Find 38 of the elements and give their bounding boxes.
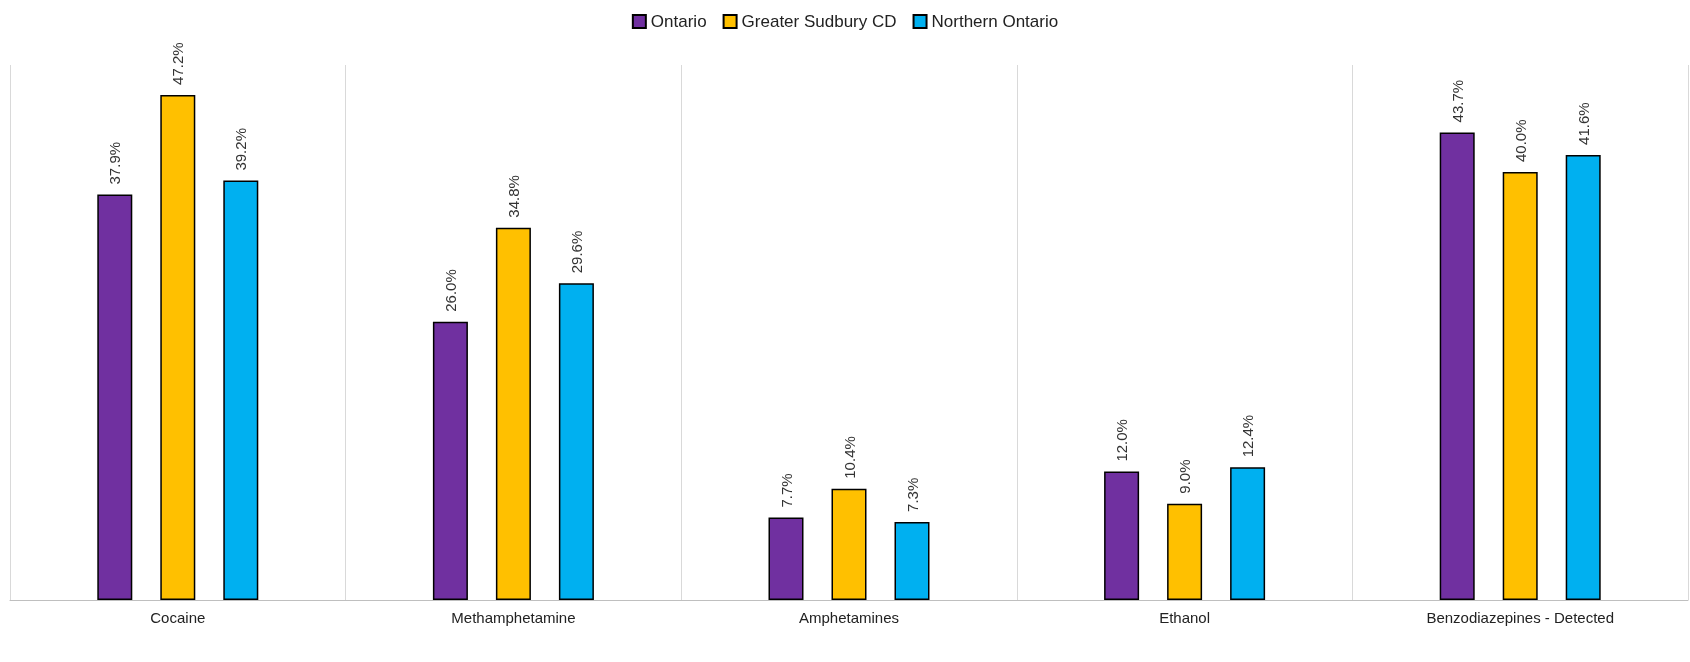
x-tick-label: Amphetamines [798,609,900,626]
bar [1502,172,1538,600]
bar [1230,467,1266,600]
data-label: 47.2% [169,42,187,85]
data-label: 34.8% [504,175,522,218]
bar [160,94,196,600]
bar [1565,154,1601,600]
bar [223,180,259,600]
bar [1439,132,1475,600]
x-tick-label: Ethanol [1159,609,1211,626]
data-label: 9.0% [1176,459,1194,494]
bar [831,488,867,600]
bar [894,521,930,600]
bar [768,517,804,600]
data-label: 12.0% [1113,419,1131,462]
data-label: 41.6% [1574,102,1592,145]
bar [432,321,468,600]
bar [1104,471,1140,600]
legend-label: Greater Sudbury CD [741,12,897,31]
bar [97,194,133,600]
data-label: 12.4% [1239,414,1257,458]
x-tick-label: Methamphetamine [451,609,576,626]
data-label: 7.3% [903,477,921,512]
bar [495,227,531,600]
bar [558,283,594,600]
data-label: 7.7% [777,473,795,508]
data-label: 37.9% [106,141,124,185]
x-tick-label: Cocaine [150,609,206,626]
x-tick-label: Benzodiazepines - Detected [1426,609,1615,626]
data-label: 43.7% [1448,79,1466,123]
data-label: 40.0% [1511,119,1529,162]
data-label: 26.0% [441,269,459,312]
legend-label: Northern Ontario [931,12,1059,31]
data-label: 29.6% [567,230,585,274]
legend-label: Ontario [650,12,707,31]
data-label: 39.2% [232,128,250,171]
bar [1167,503,1203,600]
data-label: 10.4% [840,436,858,479]
